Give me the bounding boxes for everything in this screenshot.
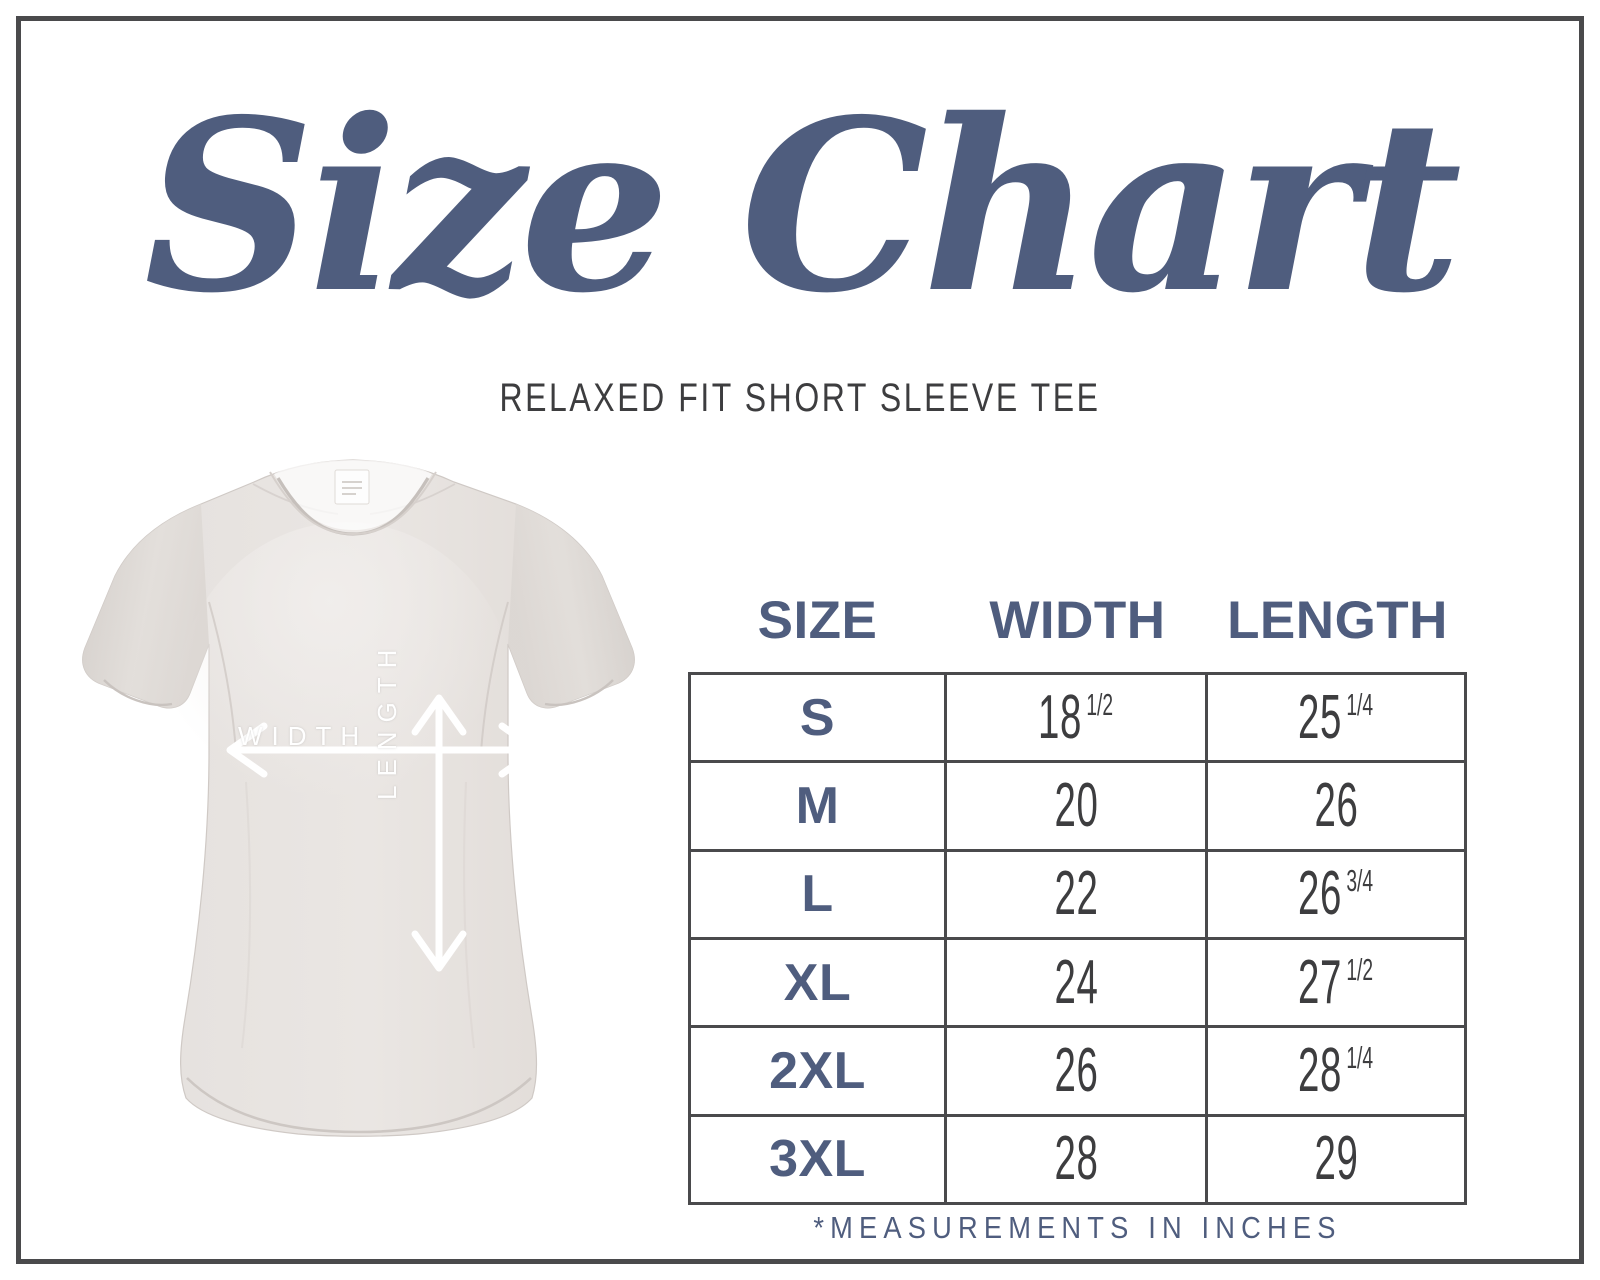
length-whole: 29: [1313, 1124, 1359, 1194]
size-value: L: [801, 865, 834, 924]
width-value: 20: [1053, 770, 1099, 840]
cell-size: 2XL: [691, 1028, 947, 1114]
width-value: 24: [1053, 947, 1099, 1017]
brand-tag: [334, 469, 370, 505]
cell-size: S: [691, 675, 947, 761]
table-row: 3XL 28 29: [691, 1116, 1464, 1202]
width-whole: 26: [1053, 1035, 1099, 1105]
width-whole: 22: [1053, 859, 1099, 929]
size-value: S: [799, 688, 836, 747]
size-table: S 18 1/2 25 1/4 M 20: [688, 672, 1467, 1205]
fabric-fold-left: [241, 781, 252, 1049]
length-fraction: 1/4: [1346, 686, 1374, 722]
cell-size: XL: [691, 939, 947, 1026]
width-value: 18 1/2: [1038, 682, 1114, 752]
cell-length: 26 3/4: [1208, 852, 1464, 937]
shirt-highlight: [176, 522, 516, 882]
cell-size: M: [691, 763, 947, 849]
length-value: 29: [1314, 1128, 1358, 1190]
measurements-note: *MEASUREMENTS IN INCHES: [813, 1210, 1342, 1245]
page-subtitle: RELAXED FIT SHORT SLEEVE TEE: [499, 376, 1101, 420]
width-value: 28: [1054, 1128, 1098, 1190]
length-whole: 28: [1298, 1035, 1343, 1105]
cell-length: 25 1/4: [1208, 675, 1464, 760]
cell-length: 27 1/2: [1208, 940, 1464, 1025]
length-whole: 25: [1298, 682, 1343, 752]
cell-width: 18 1/2: [947, 675, 1208, 761]
length-value: 26: [1313, 770, 1359, 840]
cell-size: L: [691, 851, 947, 937]
length-whole: 27: [1298, 947, 1343, 1017]
width-whole: 20: [1053, 770, 1099, 840]
left-armhole-seam: [208, 601, 237, 753]
cell-size: 3XL: [691, 1116, 947, 1202]
width-whole: 18: [1038, 682, 1083, 752]
width-measurement-label: WIDTH: [238, 721, 369, 751]
length-whole: 26: [1298, 859, 1343, 929]
fabric-fold-right: [463, 781, 475, 1049]
length-arrow: [411, 694, 467, 972]
length-value: 25 1/4: [1298, 682, 1374, 752]
length-fraction: 3/4: [1346, 863, 1374, 899]
width-arrow: [226, 722, 540, 778]
size-value: 2XL: [769, 1041, 866, 1100]
width-whole: 28: [1053, 1124, 1099, 1194]
size-value: XL: [783, 953, 852, 1012]
length-whole: 26: [1313, 770, 1359, 840]
brand-tag-text: [342, 481, 362, 495]
cell-width: 24: [947, 939, 1208, 1026]
left-sleeve-hem: [103, 679, 173, 707]
bottom-hem-stitch: [186, 1077, 532, 1134]
cell-width: 20: [947, 763, 1208, 849]
cell-width: 22: [947, 851, 1208, 937]
collar-outer-edge: [269, 471, 437, 536]
column-header-width: WIDTH: [989, 591, 1166, 650]
right-sleeve-hem: [544, 679, 614, 707]
size-value: M: [795, 776, 840, 835]
cell-length: 28 1/4: [1208, 1028, 1464, 1113]
length-fraction: 1/2: [1346, 951, 1374, 987]
table-row: M 20 26: [691, 763, 1464, 852]
cell-width: 28: [947, 1116, 1208, 1202]
length-measurement-label: LENGTH: [372, 640, 402, 800]
right-sleeve: [508, 504, 635, 708]
table-row: L 22 26 3/4: [691, 851, 1464, 940]
page-title: Size Chart: [143, 67, 1462, 345]
cell-length: 29: [1208, 1117, 1464, 1202]
tshirt-illustration: [46, 452, 666, 1172]
width-whole: 24: [1053, 947, 1099, 1017]
width-value: 26: [1053, 1035, 1099, 1105]
left-sleeve: [82, 504, 209, 708]
table-row: 2XL 26 28 1/4: [691, 1028, 1464, 1117]
cell-length: 26: [1208, 763, 1464, 848]
table-row: XL 24 27 1/2: [691, 939, 1464, 1029]
size-value: 3XL: [769, 1130, 866, 1189]
length-value: 28 1/4: [1298, 1035, 1374, 1105]
right-armhole-seam: [480, 601, 509, 753]
length-value: 27 1/2: [1298, 947, 1374, 1017]
length-fraction: 1/4: [1346, 1039, 1374, 1075]
table-row: S 18 1/2 25 1/4: [691, 675, 1464, 764]
length-value: 26 3/4: [1298, 863, 1373, 925]
column-header-size: SIZE: [757, 591, 878, 650]
width-fraction: 1/2: [1086, 686, 1114, 722]
width-value: 22: [1054, 863, 1098, 925]
cell-width: 26: [947, 1028, 1208, 1114]
column-header-length: LENGTH: [1227, 591, 1448, 650]
